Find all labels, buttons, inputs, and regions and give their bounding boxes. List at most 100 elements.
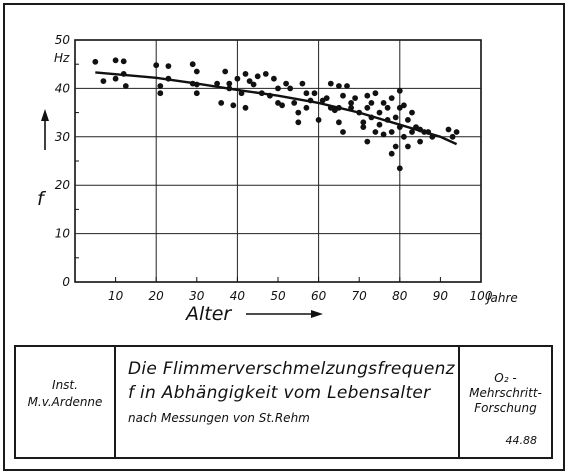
- x-tick-labels: 10 20 30 40 50 60 70 80 90 100: [108, 289, 493, 303]
- data-point: [153, 62, 160, 69]
- data-point: [226, 80, 233, 87]
- data-point: [303, 104, 310, 111]
- x-axis-arrow: [246, 310, 323, 318]
- x-tick-label: 10: [108, 289, 124, 303]
- x-tick-label: 20: [149, 289, 165, 303]
- data-point: [453, 129, 460, 135]
- data-point: [364, 104, 371, 111]
- data-point: [405, 117, 411, 123]
- data-point: [165, 63, 172, 69]
- figure-subtitle: nach Messungen von St.Rehm: [128, 411, 310, 425]
- data-point: [112, 57, 119, 64]
- y-tick-label: 50: [55, 33, 71, 47]
- data-point: [372, 90, 379, 97]
- data-point: [380, 100, 387, 106]
- figure-number: 44.88: [505, 434, 538, 447]
- data-point: [445, 126, 452, 133]
- data-point: [396, 165, 403, 172]
- data-point: [360, 124, 367, 130]
- data-point: [323, 95, 330, 101]
- data-point: [368, 100, 375, 106]
- data-point: [376, 109, 383, 116]
- institute-line-2: M.v.Ardenne: [27, 395, 103, 409]
- data-point: [193, 90, 200, 97]
- data-point: [157, 83, 164, 89]
- figure-title-line-2: f in Abhängigkeit vom Lebensalter: [128, 383, 431, 403]
- trend-line: [95, 71, 458, 146]
- y-axis-arrow: [41, 109, 49, 150]
- x-axis-label: Alter: [184, 303, 232, 325]
- scatter-chart: 10 20 30 40 50 60 70 80 90 100 0 10 20 30 40 50 Hz f A…: [37, 33, 518, 325]
- data-point: [388, 129, 395, 135]
- data-point: [315, 117, 322, 123]
- data-point: [405, 143, 411, 150]
- data-point: [275, 85, 281, 92]
- page-frame: [3, 3, 565, 471]
- data-point: [122, 83, 129, 89]
- data-point: [254, 73, 261, 80]
- data-point: [392, 114, 399, 121]
- legend-table: Inst. M.v.Ardenne Die Flimmerverschmelzu…: [14, 345, 553, 459]
- data-point: [388, 95, 395, 101]
- data-point: [327, 80, 334, 87]
- data-point: [449, 133, 456, 140]
- y-tick-labels: 0 10 20 30 40 50: [55, 33, 71, 289]
- data-point: [303, 90, 310, 97]
- y-axis-label: f: [37, 188, 47, 210]
- data-point: [409, 109, 415, 116]
- data-point: [214, 80, 221, 87]
- institute-cell: Inst. M.v.Ardenne: [16, 347, 116, 457]
- data-point: [352, 95, 358, 101]
- data-point: [364, 138, 371, 145]
- x-tick-label: 80: [392, 289, 408, 303]
- x-tick-label: 50: [270, 289, 286, 303]
- x-unit-label: Jahre: [485, 291, 518, 305]
- y-tick-label: 10: [55, 227, 71, 241]
- figure-title-line-1: Die Flimmerverschmelzungsfrequenz: [128, 359, 455, 379]
- data-point: [100, 78, 107, 84]
- data-point: [271, 75, 277, 82]
- data-point: [295, 109, 302, 116]
- y-tick-label: 20: [55, 178, 71, 192]
- data-point: [409, 129, 415, 135]
- data-point: [157, 90, 164, 97]
- data-point: [279, 102, 285, 109]
- data-point: [376, 121, 383, 128]
- data-point: [193, 68, 200, 75]
- data-point: [112, 75, 119, 82]
- data-point: [230, 102, 237, 109]
- title-cell: Die Flimmerverschmelzungsfrequenz f in A…: [116, 347, 460, 457]
- data-point: [242, 71, 249, 77]
- institute-line-1: Inst.: [52, 378, 78, 392]
- data-point: [340, 129, 346, 135]
- o2-line-1: O₂ -: [494, 371, 517, 385]
- data-point: [348, 100, 354, 106]
- data-point: [384, 104, 391, 111]
- data-point: [189, 61, 196, 68]
- data-point: [250, 81, 257, 88]
- data-point: [336, 83, 342, 89]
- data-point: [401, 133, 407, 140]
- o2-line-3: Forschung: [474, 401, 537, 415]
- data-point: [380, 131, 387, 138]
- data-point: [417, 138, 423, 145]
- data-point: [299, 80, 306, 87]
- data-point: [364, 92, 371, 99]
- x-tick-label: 30: [189, 289, 205, 303]
- data-point: [262, 71, 269, 77]
- x-tick-label: 90: [433, 289, 449, 303]
- data-point: [242, 104, 249, 111]
- data-point: [295, 119, 302, 126]
- data-point: [218, 100, 225, 106]
- data-point: [120, 58, 127, 65]
- data-point: [222, 68, 229, 75]
- x-tick-label: 40: [230, 289, 246, 303]
- data-point: [344, 83, 350, 89]
- data-point: [287, 85, 294, 92]
- y-tick-label: 30: [55, 130, 71, 144]
- data-point: [396, 87, 403, 94]
- y-tick-label: 40: [55, 81, 71, 95]
- x-tick-label: 70: [352, 289, 368, 303]
- data-point: [311, 90, 318, 97]
- data-point: [336, 119, 342, 126]
